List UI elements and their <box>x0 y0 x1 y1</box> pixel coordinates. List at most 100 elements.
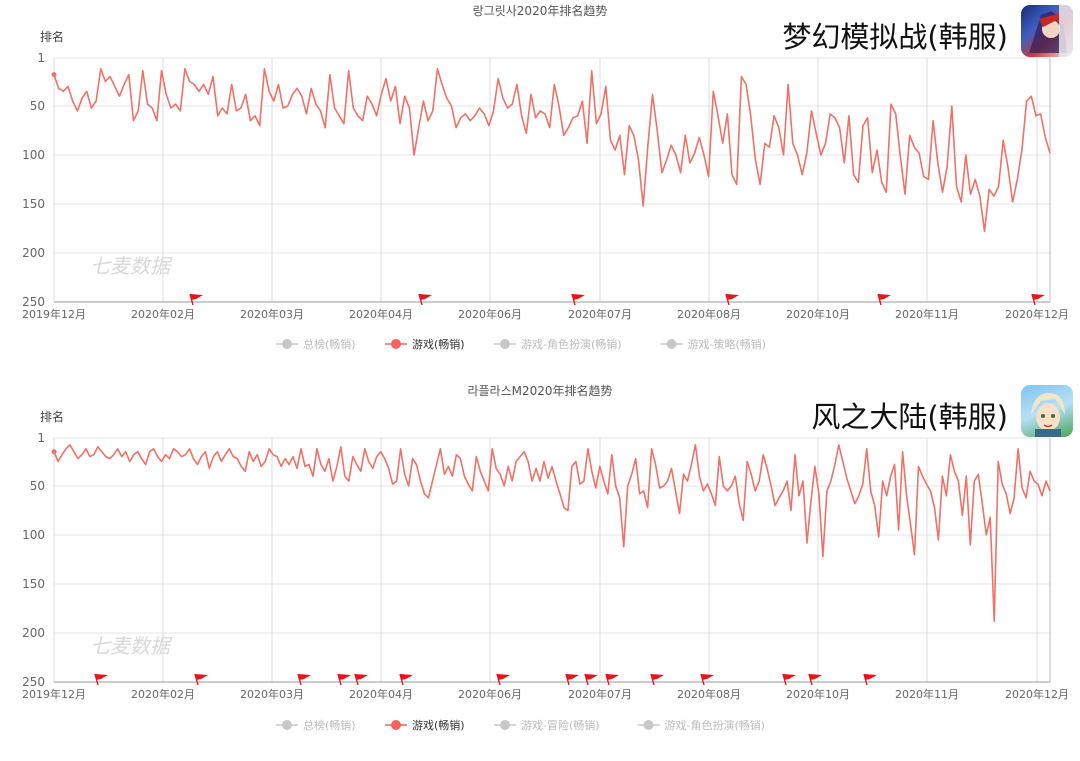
chart-title: 라플라스M2020年排名趋势 <box>467 383 612 398</box>
flag-marker <box>337 673 351 686</box>
flag-icon <box>606 674 619 680</box>
flag-marker <box>725 293 739 306</box>
flag-marker <box>565 673 579 686</box>
legend-label: 总榜(畅销) <box>303 337 356 351</box>
watermark: 七麦数据 <box>90 254 173 278</box>
y-axis-label: 排名 <box>40 409 64 424</box>
flag-icon <box>783 674 796 680</box>
legend-item: 游戏(畅销) <box>385 337 465 351</box>
x-tick-label: 2020年10月 <box>786 687 850 701</box>
series-line <box>51 444 1051 623</box>
x-tick-label: 2020年06月 <box>458 307 522 321</box>
legend: 总榜(畅销) 游戏(畅销) 游戏-角色扮演(畅销) 游戏-策略(畅销) <box>276 337 766 351</box>
x-tick-label: 2020年04月 <box>349 687 413 701</box>
legend-label: 游戏-策略(畅销) <box>688 337 767 351</box>
x-tick-label: 2020年12月 <box>1005 307 1069 321</box>
y-tick-label: 150 <box>22 197 45 211</box>
x-tick-label: 2020年10月 <box>786 307 850 321</box>
x-tick-label: 2020年02月 <box>131 687 195 701</box>
flag-icon <box>864 674 877 680</box>
flag-marker <box>1031 293 1045 306</box>
legend: 总榜(畅销) 游戏(畅销) 游戏-冒险(畅销) 游戏-角色扮演(畅销) <box>276 718 765 732</box>
grid <box>53 57 1051 303</box>
series-start-point <box>51 72 57 78</box>
legend-label: 游戏-角色扮演(畅销) <box>521 337 622 351</box>
x-tick-label: 2020年11月 <box>895 307 959 321</box>
legend-item: 游戏-策略(畅销) <box>660 337 767 351</box>
event-flags <box>94 673 877 686</box>
x-tick-label: 2020年08月 <box>677 307 741 321</box>
legend-label: 游戏-冒险(畅销) <box>521 718 600 732</box>
flag-marker <box>194 673 208 686</box>
app-icon-langrisser <box>1021 5 1073 57</box>
y-tick-label: 250 <box>22 295 45 309</box>
flag-icon <box>419 294 432 300</box>
flag-icon <box>566 674 579 680</box>
y-tick-label: 1 <box>37 431 45 445</box>
series-start-point <box>51 449 57 455</box>
flag-icon <box>497 674 510 680</box>
flag-marker <box>584 673 598 686</box>
chart-langrisser: 랑그릿사2020年排名趋势 排名 七麦数据 150100150200250201… <box>22 3 1069 351</box>
flag-marker <box>808 673 822 686</box>
x-tick-label: 2020年06月 <box>458 687 522 701</box>
y-tick-label: 50 <box>30 99 45 113</box>
flag-icon <box>400 674 413 680</box>
legend-label: 总榜(畅销) <box>303 718 356 732</box>
series-polyline <box>53 444 1051 623</box>
flag-marker <box>399 673 413 686</box>
watermark: 七麦数据 <box>90 634 173 658</box>
flag-marker <box>189 293 203 306</box>
flag-marker <box>496 673 510 686</box>
x-tick-label: 2020年03月 <box>240 307 304 321</box>
legend-marker <box>666 339 677 349</box>
x-tick-label: 2020年08月 <box>677 687 741 701</box>
y-tick-label: 1 <box>37 51 45 65</box>
flag-icon <box>195 674 208 680</box>
app-label-langrisser: 梦幻模拟战(韩服) <box>782 20 1008 54</box>
flag-icon <box>190 294 203 300</box>
y-tick-label: 250 <box>22 675 45 689</box>
flag-icon <box>726 294 739 300</box>
flag-icon <box>95 674 108 680</box>
grid <box>53 437 1051 683</box>
flag-marker <box>782 673 796 686</box>
flag-marker <box>354 673 368 686</box>
x-tick-label: 2020年11月 <box>895 687 959 701</box>
legend-label: 游戏(畅销) <box>412 718 465 732</box>
legend-marker <box>282 720 292 730</box>
legend-label: 游戏(畅销) <box>412 337 465 351</box>
y-tick-label: 100 <box>22 148 45 162</box>
flag-marker <box>297 673 311 686</box>
legend-marker <box>500 720 510 730</box>
flag-icon <box>809 674 822 680</box>
app-label-laplace: 风之大陆(韩服) <box>811 400 1008 434</box>
flag-marker <box>94 673 108 686</box>
flag-icon <box>701 674 714 680</box>
flag-icon <box>878 294 891 300</box>
chart-title: 랑그릿사2020年排名趋势 <box>473 3 608 18</box>
legend-item: 游戏-角色扮演(畅销) <box>637 718 765 732</box>
legend-item: 总榜(畅销) <box>276 718 356 732</box>
flag-icon <box>651 674 664 680</box>
x-tick-label: 2020年12月 <box>1005 687 1069 701</box>
x-tick-label: 2019年12月 <box>22 687 86 701</box>
y-tick-label: 50 <box>30 479 45 493</box>
flag-icon <box>585 674 598 680</box>
flag-marker <box>571 293 585 306</box>
flag-marker <box>605 673 619 686</box>
y-axis-label: 排名 <box>40 29 64 44</box>
flag-icon <box>355 674 368 680</box>
legend-item: 游戏-冒险(畅销) <box>494 718 600 732</box>
x-tick-label: 2020年02月 <box>131 307 195 321</box>
flag-icon <box>298 674 311 680</box>
flag-marker <box>700 673 714 686</box>
flag-icon <box>338 674 351 680</box>
legend-marker <box>500 339 510 349</box>
x-tick-label: 2020年03月 <box>240 687 304 701</box>
legend-item: 游戏-角色扮演(畅销) <box>494 337 622 351</box>
legend-item: 总榜(畅销) <box>276 337 356 351</box>
